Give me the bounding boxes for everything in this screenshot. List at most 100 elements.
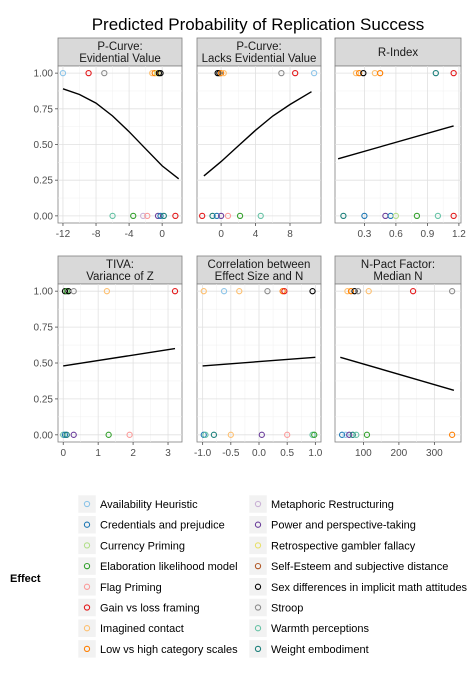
fitted-curve	[62, 88, 180, 180]
facet-strip	[196, 255, 322, 285]
legend-key	[248, 598, 268, 617]
legend-label: Warmth perceptions	[271, 623, 370, 635]
data-point	[346, 431, 353, 438]
data-point	[70, 288, 77, 295]
legend-key	[77, 577, 97, 597]
legend-key	[77, 639, 97, 659]
legend-label: Flag Priming	[100, 582, 162, 594]
facet-panel: R-Index 0.3 0.6 0.9 1.2	[334, 37, 466, 240]
data-point	[432, 69, 439, 77]
data-point	[199, 212, 206, 220]
legend-label: Availability Heuristic	[100, 499, 198, 511]
legend-key	[248, 639, 268, 659]
x-tick-label: 8	[287, 229, 293, 240]
x-tick-label: 200	[391, 448, 408, 459]
facet-strip-label: R-Index	[378, 47, 419, 59]
data-point	[220, 288, 228, 295]
fitted-curve	[340, 356, 455, 391]
data-point	[450, 212, 457, 220]
legend-key	[248, 577, 268, 597]
data-point	[349, 431, 356, 438]
data-point	[70, 431, 77, 438]
data-point	[171, 288, 179, 295]
x-tick-label: 1.0	[308, 448, 322, 459]
facet-strip-label: N-Pact Factor:	[361, 259, 435, 271]
data-point	[160, 212, 167, 220]
data-point	[172, 212, 179, 220]
data-point	[355, 69, 363, 77]
data-point	[202, 431, 209, 438]
data-point	[448, 288, 456, 295]
y-tick-label: 0.00	[34, 211, 54, 222]
y-tick-label: 0.50	[34, 140, 54, 151]
data-point	[217, 212, 225, 220]
data-point	[126, 431, 133, 438]
facet-strip-label: TIVA:	[106, 259, 134, 271]
facet-strip-label: Median N	[373, 271, 422, 283]
facet-strip-label: P-Curve:	[236, 41, 281, 53]
y-tick-label: 1.00	[34, 287, 54, 298]
data-point	[224, 212, 232, 220]
legend-marker	[83, 542, 91, 549]
y-tick-label: 0.00	[34, 430, 54, 441]
legend-marker	[254, 604, 262, 611]
data-point	[361, 212, 368, 220]
data-point	[264, 288, 271, 295]
data-point	[210, 431, 218, 438]
data-point	[139, 212, 147, 220]
legend-key	[248, 515, 268, 534]
legend-label: Stroop	[271, 603, 303, 615]
legend-marker	[254, 625, 262, 632]
legend-marker	[83, 500, 91, 508]
data-point	[63, 431, 70, 438]
data-point	[101, 69, 108, 77]
legend-key	[248, 556, 268, 576]
legend-box	[76, 480, 468, 680]
x-tick-label: 0	[159, 229, 165, 240]
data-point	[103, 288, 111, 295]
data-point	[200, 288, 207, 295]
data-point	[236, 212, 244, 220]
legend-label: Imagined contact	[100, 623, 184, 635]
legend-key	[248, 536, 268, 555]
data-point	[309, 288, 316, 295]
data-point	[281, 288, 288, 295]
x-tick-label: 2	[130, 448, 136, 459]
facet-strip-label: Evidential Value	[79, 53, 161, 65]
data-point	[257, 212, 264, 220]
data-point	[351, 288, 358, 295]
y-tick-label: 0.50	[34, 359, 54, 370]
legend-label: Gain vs loss framing	[100, 603, 200, 615]
x-tick-label: 0	[60, 448, 66, 459]
facet-strip-label: Correlation between	[208, 259, 311, 271]
legend-label: Low vs high category scales	[100, 644, 238, 656]
data-point	[360, 69, 367, 77]
data-point	[151, 69, 158, 77]
x-tick-label: -8	[92, 229, 101, 240]
x-tick-label: 0.3	[357, 229, 371, 240]
data-point	[227, 431, 234, 438]
facet-strip	[334, 255, 462, 285]
legend-marker	[83, 583, 91, 590]
x-tick-label: 0.0	[252, 448, 266, 459]
x-tick-label: 300	[426, 448, 443, 459]
data-point	[292, 69, 299, 77]
y-tick-label: 0.25	[34, 176, 54, 187]
data-point	[413, 212, 421, 220]
data-point	[338, 431, 346, 438]
legend-marker	[83, 521, 91, 528]
data-point	[236, 288, 243, 295]
legend-label: Weight embodiment	[271, 644, 369, 656]
data-point	[434, 212, 442, 220]
x-tick-label: -4	[125, 229, 134, 240]
x-tick-label: 0.9	[420, 229, 434, 240]
facet-strip	[57, 37, 183, 67]
x-tick-label: 0	[218, 229, 224, 240]
legend: Effect Availability Heuristic Credentials…	[10, 480, 468, 680]
data-point	[213, 212, 220, 220]
fitted-curve	[63, 347, 176, 367]
data-point	[340, 212, 347, 220]
legend-label: Retrospective gambler fallacy	[271, 540, 416, 552]
legend-marker	[83, 562, 91, 570]
facet-panels: P-Curve:Evidential Value0.000.250.500.75…	[34, 37, 466, 459]
